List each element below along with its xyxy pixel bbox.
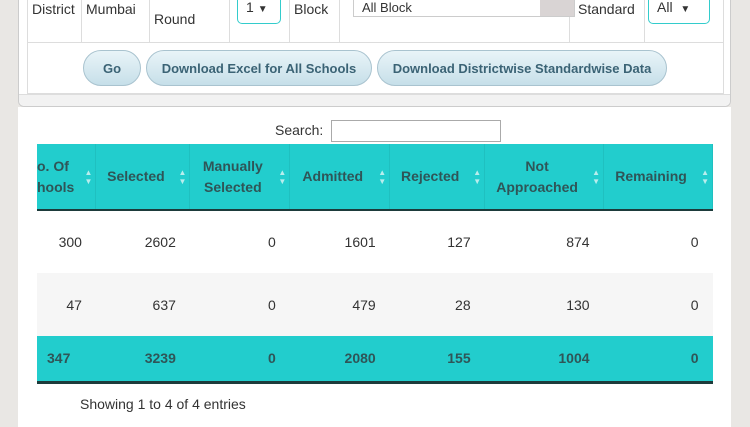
sort-icon[interactable]: ▲ ▼	[84, 168, 93, 186]
standard-select[interactable]: All ▼	[648, 0, 710, 24]
header-label: Manually Selected	[202, 157, 263, 195]
column-header[interactable]: o. Of hools ▲ ▼	[37, 144, 97, 211]
table-cell: 130	[484, 273, 604, 336]
sort-icon[interactable]: ▲ ▼	[278, 168, 287, 186]
sort-icon[interactable]: ▲ ▼	[378, 168, 387, 186]
header-label: Admitted	[302, 168, 364, 184]
table-cell: 479	[289, 273, 390, 336]
round-cell: 1 ▼	[230, 0, 290, 42]
table-cell: 0	[603, 273, 713, 336]
download-excel-button[interactable]: Download Excel for All Schools	[146, 50, 372, 86]
round-select[interactable]: 1 ▼	[237, 0, 281, 24]
standard-label: Standard	[570, 0, 645, 42]
header-label: o. Of hools	[37, 157, 75, 195]
table-cell: 0	[189, 273, 290, 336]
table-cell: 0	[268, 234, 276, 250]
table-cell: 0	[690, 234, 699, 250]
table-row: 300 2602 0 1601 127 874 0	[37, 210, 713, 273]
round-label: Round	[150, 0, 230, 42]
header-label: Not Approached	[496, 157, 578, 195]
sort-icon[interactable]: ▲ ▼	[178, 168, 187, 186]
column-header[interactable]: Manually Selected ▲ ▼	[189, 144, 291, 211]
header-label: Selected	[107, 168, 165, 184]
search-label: Search:	[275, 122, 324, 138]
table-cell: 874	[566, 234, 590, 250]
footer-cell: 0	[603, 336, 713, 384]
standard-cell: All ▼	[645, 0, 725, 42]
filter-panel: District Mumbai Round 1 ▼ Block All Bloc…	[18, 0, 731, 107]
block-cell	[340, 0, 570, 42]
footer-cell: 0	[189, 336, 290, 384]
column-header[interactable]: Not Approached ▲ ▼	[484, 144, 605, 211]
round-value: 1	[246, 0, 254, 15]
footer-cell: 1004	[484, 336, 604, 384]
footer-cell: 155	[389, 336, 485, 384]
district-value: Mumbai	[82, 0, 150, 42]
button-row: Go Download Excel for All Schools Downlo…	[28, 42, 723, 95]
block-label: Block	[290, 0, 340, 42]
header-label: Rejected	[400, 168, 460, 184]
table-cell: 2602	[144, 234, 176, 250]
search-box: Search:	[275, 120, 501, 142]
sort-icon[interactable]: ▲ ▼	[592, 168, 601, 186]
column-header[interactable]: Rejected ▲ ▼	[389, 144, 486, 211]
standard-value: All	[657, 0, 673, 15]
table-footer-row: 347 3239 0 2080 155 1004 0	[37, 336, 713, 384]
table-cell: 300	[58, 234, 82, 250]
panel-footer	[19, 94, 730, 106]
district-label: District	[28, 0, 82, 42]
sort-icon[interactable]: ▲ ▼	[701, 168, 709, 186]
column-header[interactable]: Selected ▲ ▼	[95, 144, 191, 211]
chevron-down-icon: ▼	[257, 4, 268, 15]
table-cell: 1601	[344, 234, 376, 250]
table-cell: 637	[95, 273, 190, 336]
go-button[interactable]: Go	[83, 50, 141, 86]
chevron-down-icon: ▼	[680, 4, 691, 15]
table-row: 47 637 0 479 28 130 0	[37, 273, 713, 336]
table-cell: 47	[37, 273, 96, 336]
footer-cell: 2080	[289, 336, 390, 384]
chevron-down-icon	[540, 0, 574, 16]
sort-icon[interactable]: ▲ ▼	[473, 168, 482, 186]
column-header[interactable]: Remaining ▲ ▼	[603, 144, 713, 211]
search-input[interactable]	[331, 120, 501, 142]
table-info: Showing 1 to 4 of 4 entries	[80, 396, 246, 412]
download-districtwise-button[interactable]: Download Districtwise Standardwise Data	[377, 50, 667, 86]
column-header[interactable]: Admitted ▲ ▼	[289, 144, 391, 211]
header-label: Remaining	[615, 168, 687, 184]
filter-table: District Mumbai Round 1 ▼ Block All Bloc…	[27, 0, 724, 94]
block-select[interactable]: All Block	[353, 0, 575, 17]
block-value: All Block	[362, 0, 412, 15]
results-table: o. Of hools ▲ ▼ Selected ▲ ▼ Manually Selected…	[37, 144, 713, 384]
table-cell: 127	[447, 234, 471, 250]
footer-cell: 3239	[95, 336, 190, 384]
table-cell: 28	[389, 273, 485, 336]
footer-cell: 347	[37, 336, 96, 384]
